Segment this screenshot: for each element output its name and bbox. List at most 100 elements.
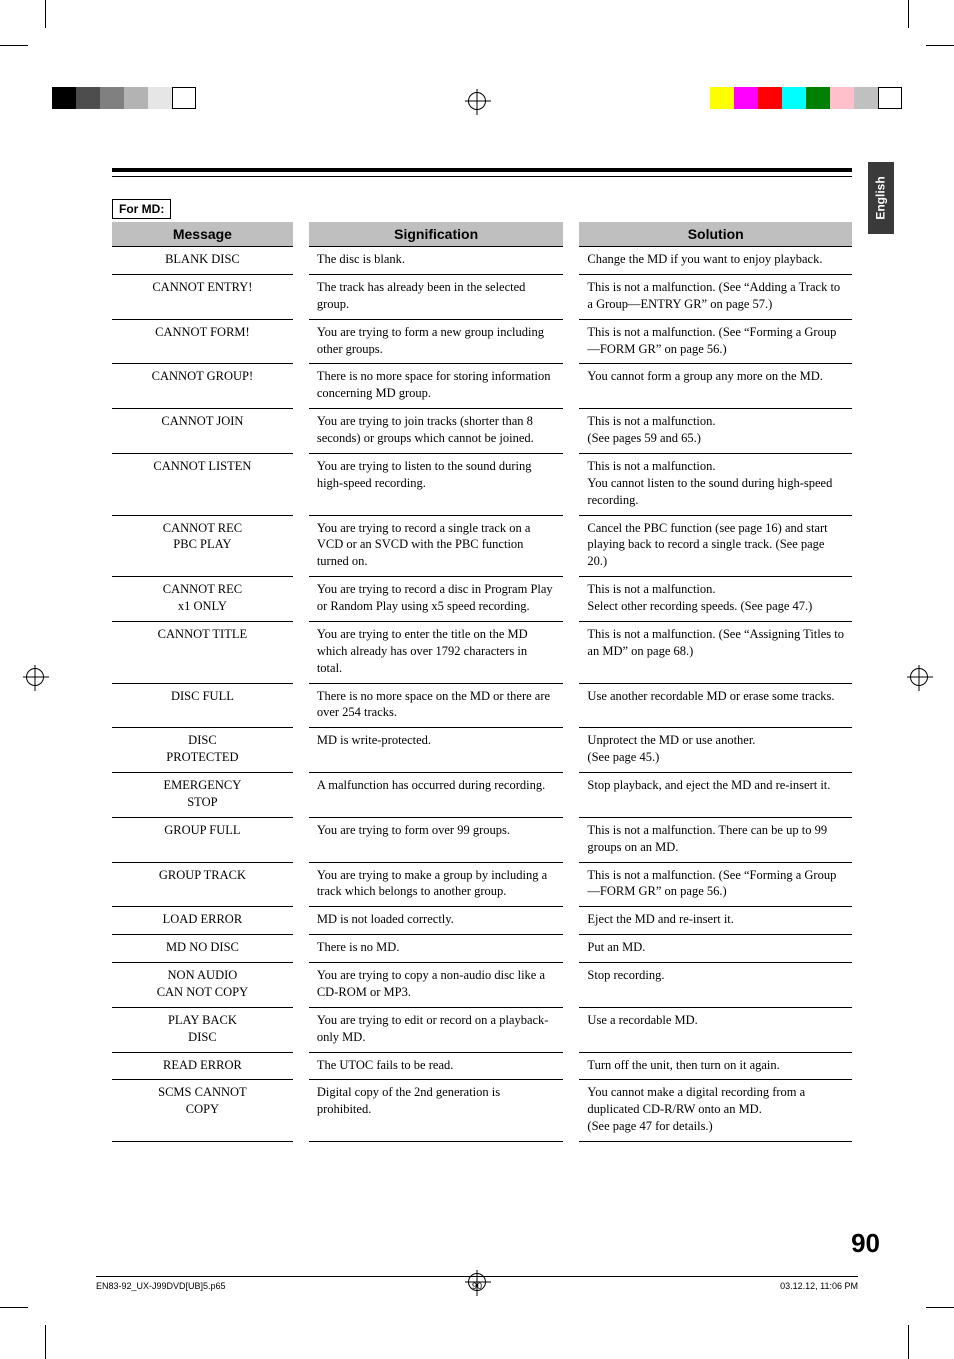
table-row: CANNOT ENTRY!The track has already been … — [112, 274, 852, 319]
cell-solution: Unprotect the MD or use another.(See pag… — [579, 728, 852, 773]
color-swatch — [710, 87, 734, 109]
cell-message: MD NO DISC — [112, 935, 293, 963]
cell-message: DISCPROTECTED — [112, 728, 293, 773]
color-swatch — [878, 87, 902, 109]
col-gap — [563, 274, 579, 319]
cell-signification: The UTOC fails to be read. — [309, 1052, 564, 1080]
table-row: CANNOT RECPBC PLAYYou are trying to reco… — [112, 515, 852, 577]
message-table: Message Signification Solution BLANK DIS… — [112, 222, 852, 1142]
cell-solution: Put an MD. — [579, 935, 852, 963]
cell-signification: Digital copy of the 2nd generation is pr… — [309, 1080, 564, 1142]
cell-signification: You are trying to listen to the sound du… — [309, 453, 564, 515]
table-row: LOAD ERRORMD is not loaded correctly.Eje… — [112, 907, 852, 935]
cell-solution: This is not a malfunction. (See “Forming… — [579, 319, 852, 364]
cell-message: CANNOT FORM! — [112, 319, 293, 364]
cell-message: CANNOT TITLE — [112, 621, 293, 683]
col-gap — [293, 247, 309, 275]
col-gap — [563, 907, 579, 935]
col-gap — [293, 862, 309, 907]
cell-signification: You are trying to record a disc in Progr… — [309, 577, 564, 622]
col-gap — [293, 817, 309, 862]
color-swatch — [734, 87, 758, 109]
col-gap — [563, 364, 579, 409]
col-gap — [563, 963, 579, 1008]
color-swatch — [124, 87, 148, 109]
col-gap — [293, 935, 309, 963]
table-row: CANNOT JOINYou are trying to join tracks… — [112, 409, 852, 454]
cell-signification: You are trying to enter the title on the… — [309, 621, 564, 683]
col-gap — [563, 1052, 579, 1080]
rule-thick — [112, 168, 852, 172]
color-swatch — [100, 87, 124, 109]
cell-solution: This is not a malfunction. There can be … — [579, 817, 852, 862]
cell-message: BLANK DISC — [112, 247, 293, 275]
col-gap — [293, 1080, 309, 1142]
table-row: MD NO DISCThere is no MD.Put an MD. — [112, 935, 852, 963]
cell-message: GROUP TRACK — [112, 862, 293, 907]
col-gap — [563, 319, 579, 364]
cell-solution: Use a recordable MD. — [579, 1007, 852, 1052]
table-row: GROUP TRACKYou are trying to make a grou… — [112, 862, 852, 907]
cell-signification: The disc is blank. — [309, 247, 564, 275]
table-row: READ ERRORThe UTOC fails to be read.Turn… — [112, 1052, 852, 1080]
col-gap — [293, 222, 309, 247]
col-gap — [563, 1007, 579, 1052]
col-gap — [293, 453, 309, 515]
color-swatch — [52, 87, 76, 109]
cell-solution: This is not a malfunction. (See “Forming… — [579, 862, 852, 907]
cell-solution: You cannot form a group any more on the … — [579, 364, 852, 409]
color-swatch — [148, 87, 172, 109]
cell-message: CANNOT JOIN — [112, 409, 293, 454]
col-gap — [563, 247, 579, 275]
table-row: DISCPROTECTEDMD is write-protected.Unpro… — [112, 728, 852, 773]
col-header-message: Message — [112, 222, 293, 247]
cell-solution: Turn off the unit, then turn on it again… — [579, 1052, 852, 1080]
col-gap — [563, 935, 579, 963]
col-gap — [293, 621, 309, 683]
col-header-solution: Solution — [579, 222, 852, 247]
footer: EN83-92_UX-J99DVD[UB]5.p65 90 03.12.12, … — [96, 1276, 858, 1291]
table-row: CANNOT LISTENYou are trying to listen to… — [112, 453, 852, 515]
col-gap — [563, 728, 579, 773]
language-tab: English — [868, 162, 894, 234]
col-gap — [293, 963, 309, 1008]
footer-page: 90 — [96, 1281, 858, 1291]
col-gap — [293, 515, 309, 577]
color-swatch — [806, 87, 830, 109]
cell-solution: Use another recordable MD or erase some … — [579, 683, 852, 728]
cell-message: CANNOT RECx1 ONLY — [112, 577, 293, 622]
rule-thin — [112, 176, 852, 177]
table-row: PLAY BACKDISCYou are trying to edit or r… — [112, 1007, 852, 1052]
col-gap — [293, 728, 309, 773]
cell-signification: You are trying to form over 99 groups. — [309, 817, 564, 862]
cell-signification: There is no more space on the MD or ther… — [309, 683, 564, 728]
col-gap — [563, 453, 579, 515]
color-bar-right — [710, 87, 902, 109]
section-label: For MD: — [112, 199, 171, 219]
color-bar-left — [52, 87, 196, 109]
color-swatch — [854, 87, 878, 109]
col-gap — [293, 274, 309, 319]
col-gap — [563, 683, 579, 728]
language-tab-label: English — [874, 176, 888, 219]
table-row: NON AUDIOCAN NOT COPYYou are trying to c… — [112, 963, 852, 1008]
cell-solution: Change the MD if you want to enjoy playb… — [579, 247, 852, 275]
registration-mark — [468, 92, 486, 110]
registration-mark — [26, 668, 44, 686]
registration-mark — [910, 668, 928, 686]
cell-solution: This is not a malfunction. (See “Assigni… — [579, 621, 852, 683]
col-header-signification: Signification — [309, 222, 564, 247]
cell-message: NON AUDIOCAN NOT COPY — [112, 963, 293, 1008]
cell-message: DISC FULL — [112, 683, 293, 728]
color-swatch — [782, 87, 806, 109]
col-gap — [563, 773, 579, 818]
col-gap — [563, 409, 579, 454]
table-row: CANNOT GROUP!There is no more space for … — [112, 364, 852, 409]
cell-solution: Cancel the PBC function (see page 16) an… — [579, 515, 852, 577]
table-row: SCMS CANNOTCOPYDigital copy of the 2nd g… — [112, 1080, 852, 1142]
table-row: CANNOT RECx1 ONLY You are trying to recor… — [112, 577, 852, 622]
col-gap — [563, 515, 579, 577]
table-row: CANNOT FORM!You are trying to form a new… — [112, 319, 852, 364]
table-row: BLANK DISC The disc is blank. Change the M… — [112, 247, 852, 275]
cell-message: CANNOT GROUP! — [112, 364, 293, 409]
